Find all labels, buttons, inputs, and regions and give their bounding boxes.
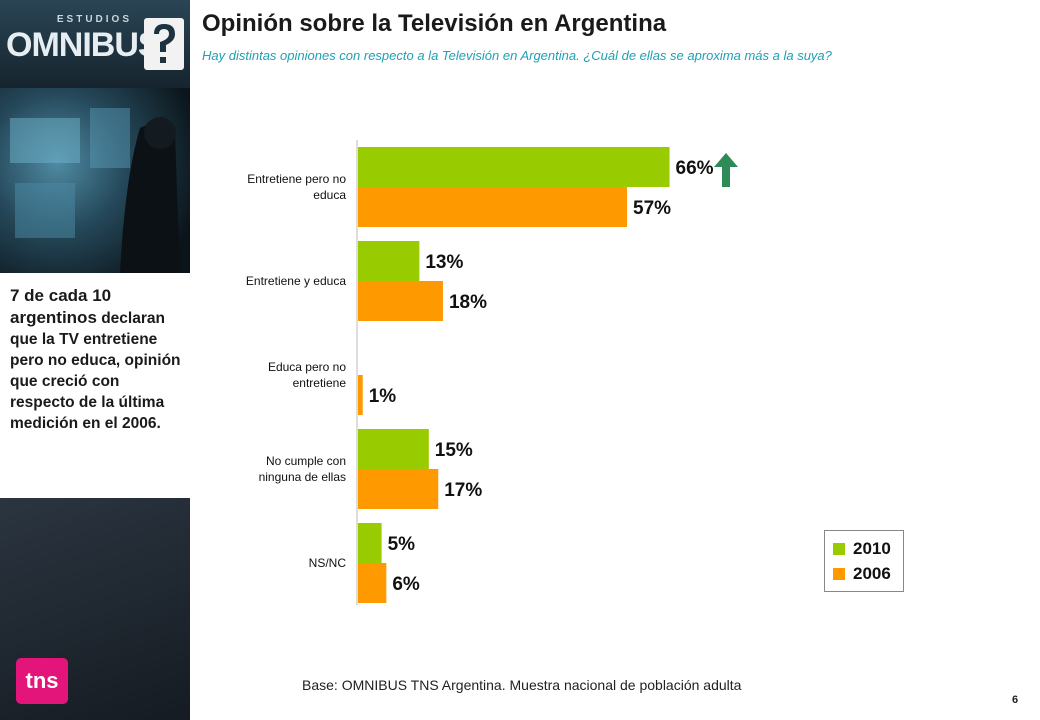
category-label: NS/NC <box>309 556 347 570</box>
left-sidebar: ESTUDIOS OMNIBUS 7 de cada 10 argentinos… <box>0 0 190 720</box>
summary-body: declaran que la TV entretiene pero no ed… <box>10 310 181 432</box>
logo-studios-text: ESTUDIOS <box>56 14 132 25</box>
legend-label-2006: 2006 <box>853 564 891 583</box>
chart-legend: 2010 2006 <box>824 530 904 592</box>
legend-swatch-2010 <box>833 543 845 555</box>
category-label: Educa pero no entretiene <box>268 360 346 390</box>
bar-chart: Entretiene pero no educa 66%57% Entretiene … <box>246 140 714 605</box>
bar-2010 <box>358 147 670 187</box>
page-title: Opinión sobre la Televisión en Argentina <box>202 10 667 37</box>
logo-omnibus-text: OMNIBUS <box>6 26 161 64</box>
summary-text: 7 de cada 10 argentinos declaran que la … <box>10 285 182 434</box>
bar-2006 <box>358 563 387 603</box>
page-subtitle: Hay distintas opiniones con respecto a l… <box>202 48 832 63</box>
data-label: 18% <box>449 292 487 313</box>
photo-illustration <box>10 108 180 273</box>
decorative-panel: tns <box>0 498 190 720</box>
page-number: 6 <box>1012 694 1019 706</box>
bar-2010 <box>358 429 429 469</box>
question-mark-icon <box>144 18 184 70</box>
data-label: 17% <box>444 480 482 501</box>
bar-2006 <box>358 281 443 321</box>
tns-logo: tns <box>16 658 68 704</box>
data-label: 13% <box>425 252 463 273</box>
up-arrow-icon <box>714 153 738 187</box>
data-label: 15% <box>435 440 473 461</box>
omnibus-logo: ESTUDIOS OMNIBUS <box>0 0 190 88</box>
summary-lead: 7 de cada 10 argentinos <box>10 286 112 327</box>
legend-swatch-2006 <box>833 568 845 580</box>
legend-label-2010: 2010 <box>853 539 891 558</box>
data-label: 5% <box>388 534 416 555</box>
category-label: Entretiene pero no educa <box>247 172 346 202</box>
data-label: 1% <box>369 386 397 407</box>
bar-2006 <box>358 469 439 509</box>
tv-watcher-photo <box>0 88 190 273</box>
data-label: 66% <box>676 158 714 179</box>
summary-panel: 7 de cada 10 argentinos declaran que la … <box>0 273 190 498</box>
bar-2006 <box>358 375 363 415</box>
bar-2006 <box>358 187 628 227</box>
data-label: 6% <box>392 574 420 595</box>
category-label: No cumple con ninguna de ellas <box>259 454 346 484</box>
data-label: 57% <box>633 198 671 219</box>
base-note: Base: OMNIBUS TNS Argentina. Muestra nac… <box>302 677 742 693</box>
bar-2010 <box>358 523 382 563</box>
category-label: Entretiene y educa <box>246 274 346 288</box>
bar-2010 <box>358 241 420 281</box>
